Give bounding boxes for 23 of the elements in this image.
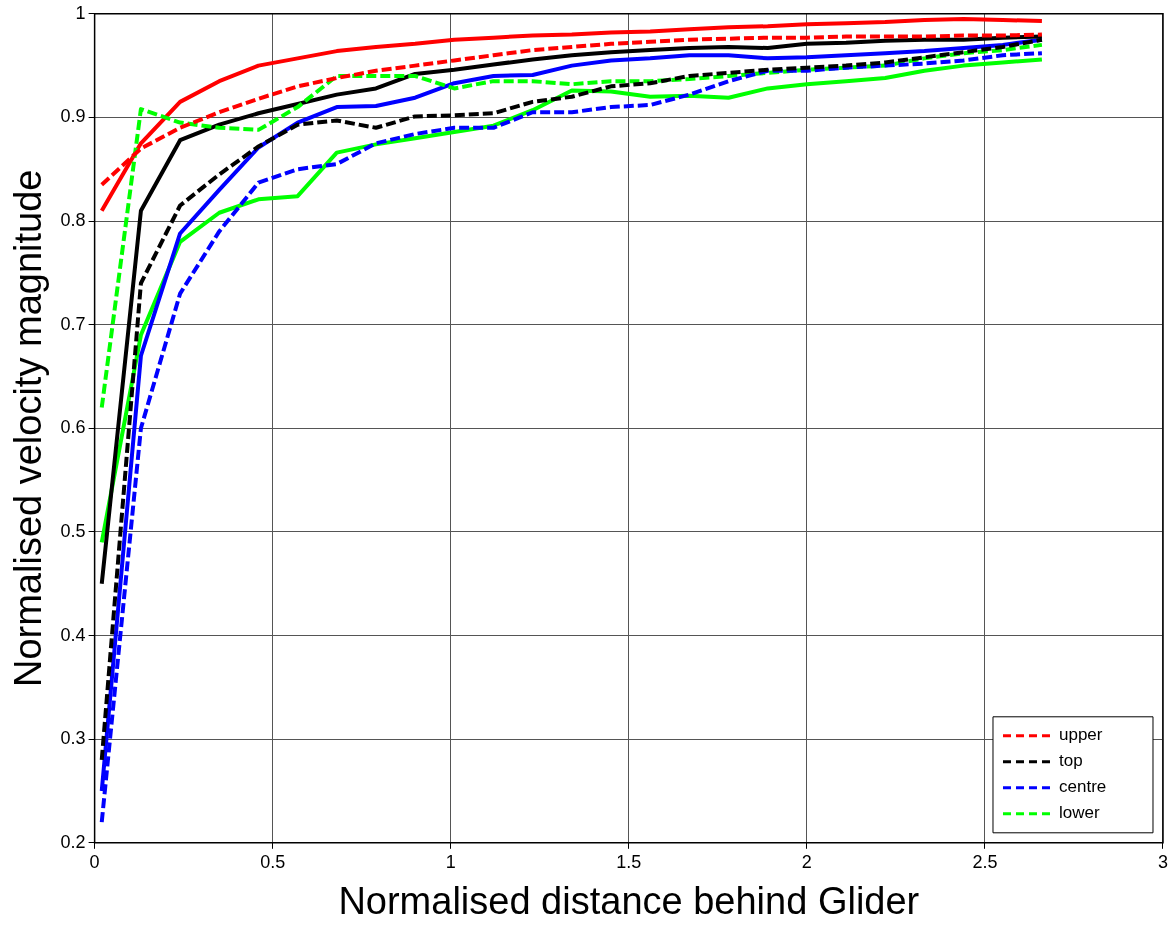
legend-label: centre [1058, 777, 1107, 797]
legend-label: lower [1058, 803, 1100, 823]
x-tick-label: 3 [1157, 851, 1168, 872]
y-tick-label: 0.5 [60, 520, 86, 541]
y-tick-label: 0.3 [60, 728, 86, 749]
y-tick-label: 0.2 [60, 831, 86, 852]
x-tick-label: 0 [89, 851, 100, 872]
y-tick-label: 0.9 [60, 106, 86, 127]
line-series [99, 42, 1044, 410]
x-tick-label: 0.5 [260, 851, 286, 872]
y-tick-label: 0.7 [60, 313, 86, 334]
y-tick-label: 1 [75, 2, 86, 23]
x-tick-label: 1.5 [616, 851, 642, 872]
x-tick-label: 1 [445, 851, 456, 872]
x-axis-title: Normalised distance behind Glider [338, 879, 920, 922]
y-tick-label: 0.8 [60, 210, 86, 231]
y-axis-title: Normalised velocity magnitude [7, 169, 50, 688]
y-tick-label: 0.6 [60, 417, 86, 438]
legend-label: top [1058, 751, 1083, 771]
legend-label: upper [1058, 725, 1103, 745]
x-tick-label: 2 [801, 851, 812, 872]
x-tick-label: 2.5 [972, 851, 998, 872]
y-tick-label: 0.4 [60, 624, 86, 645]
